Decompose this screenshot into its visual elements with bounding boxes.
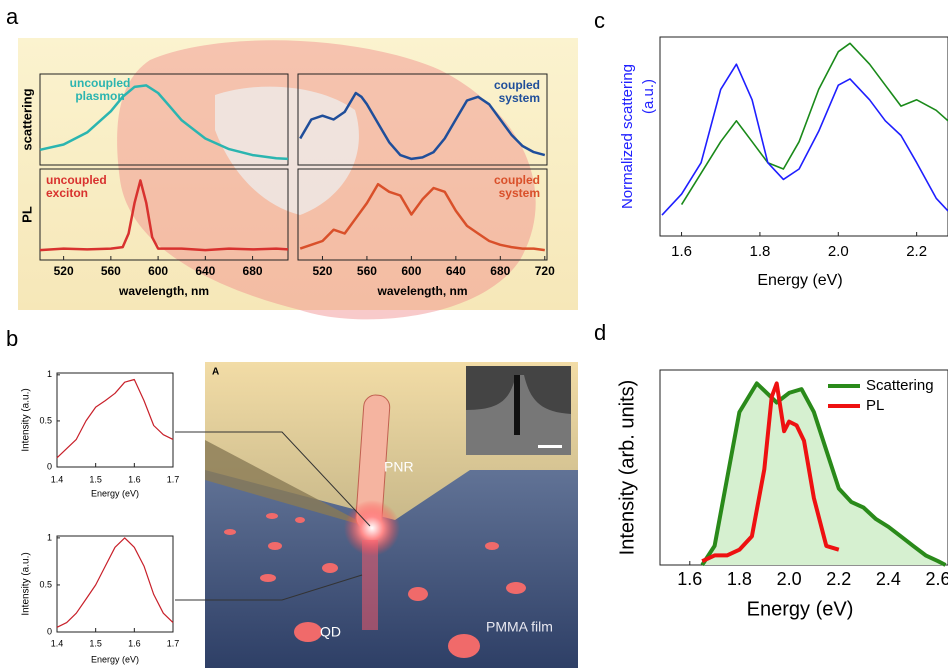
legend-label: Scattering xyxy=(866,377,934,394)
image-label: A xyxy=(212,367,219,378)
x-tick-label: 1.6 xyxy=(677,569,702,589)
x-axis-label: Energy (eV) xyxy=(91,488,139,498)
x-tick-label: 520 xyxy=(312,264,332,278)
y-axis-label: Normalized scattering xyxy=(619,64,636,209)
x-tick-label: 720 xyxy=(535,264,555,278)
x-axis-label: Energy (eV) xyxy=(747,598,854,620)
y-axis-label: PL xyxy=(19,206,34,223)
annotation: exciton xyxy=(46,186,88,200)
scale-bar xyxy=(538,445,562,448)
series-line xyxy=(57,538,173,627)
y-tick-label: 1 xyxy=(47,369,52,379)
panel-label: b xyxy=(6,326,18,351)
y-tick-label: 0.5 xyxy=(39,415,52,425)
x-tick-label: 2.2 xyxy=(906,243,927,260)
y-axis-label: Intensity (a.u.) xyxy=(21,552,32,615)
x-tick-label: 600 xyxy=(401,264,421,278)
x-tick-label: 1.5 xyxy=(89,474,102,484)
x-tick-label: 1.8 xyxy=(727,569,752,589)
x-tick-label: 2.6 xyxy=(926,569,948,589)
x-tick-label: 2.4 xyxy=(876,569,901,589)
y-tick-label: 0.5 xyxy=(39,579,52,589)
annotation: coupled xyxy=(494,173,540,187)
x-tick-label: 1.6 xyxy=(128,638,141,648)
series-line xyxy=(57,380,173,458)
x-tick-label: 1.5 xyxy=(89,638,102,648)
x-tick-label: 560 xyxy=(101,264,121,278)
image-label: PMMA film xyxy=(486,619,553,635)
emission-trail xyxy=(362,540,378,630)
panel-label: d xyxy=(594,320,606,345)
plot-frame xyxy=(57,536,173,632)
annotation: coupled xyxy=(494,78,540,92)
sem-rod xyxy=(514,375,520,435)
annotation: system xyxy=(499,186,540,200)
y-tick-label: 0 xyxy=(47,626,52,636)
series-line xyxy=(662,64,948,215)
x-tick-label: 1.6 xyxy=(671,243,692,260)
annotation: uncoupled xyxy=(46,173,107,187)
y-axis-label: (a.u.) xyxy=(640,79,657,114)
x-tick-label: 520 xyxy=(54,264,74,278)
x-tick-label: 640 xyxy=(195,264,215,278)
x-tick-label: 1.6 xyxy=(128,474,141,484)
x-tick-label: 680 xyxy=(490,264,510,278)
x-tick-label: 560 xyxy=(357,264,377,278)
annotation: plasmon xyxy=(75,89,124,103)
y-tick-label: 0 xyxy=(47,461,52,471)
annotation: system xyxy=(499,91,540,105)
plot-frame xyxy=(57,373,173,467)
x-axis-label: Energy (eV) xyxy=(757,272,842,289)
y-axis-label: scattering xyxy=(19,88,34,150)
x-tick-label: 2.0 xyxy=(828,243,849,260)
x-tick-label: 1.4 xyxy=(51,474,64,484)
image-label: QD xyxy=(320,624,341,640)
plot-frame xyxy=(660,37,948,236)
x-tick-label: 600 xyxy=(148,264,168,278)
x-tick-label: 1.7 xyxy=(167,638,180,648)
x-axis-label: Energy (eV) xyxy=(91,654,139,664)
panel-label: a xyxy=(6,4,19,29)
image-label: PNR xyxy=(384,459,414,475)
x-tick-label: 640 xyxy=(446,264,466,278)
x-tick-label: 2.0 xyxy=(777,569,802,589)
x-tick-label: 680 xyxy=(243,264,263,278)
x-tick-label: 1.4 xyxy=(51,638,64,648)
y-tick-label: 1 xyxy=(47,532,52,542)
x-axis-label: wavelength, nm xyxy=(118,284,209,298)
y-axis-label: Intensity (arb. units) xyxy=(616,380,638,556)
x-tick-label: 1.7 xyxy=(167,474,180,484)
panel-label: c xyxy=(594,8,605,33)
x-tick-label: 2.2 xyxy=(826,569,851,589)
annotation: uncoupled xyxy=(70,76,131,90)
legend-label: PL xyxy=(866,397,884,414)
x-tick-label: 1.8 xyxy=(749,243,770,260)
y-axis-label: Intensity (a.u.) xyxy=(21,388,32,451)
x-axis-label: wavelength, nm xyxy=(376,284,467,298)
figure: A PNR QD PMMA film a b c d uncoupledplas… xyxy=(0,0,948,668)
afm-illustration: A PNR QD PMMA film xyxy=(205,362,578,668)
series-line xyxy=(682,43,948,204)
